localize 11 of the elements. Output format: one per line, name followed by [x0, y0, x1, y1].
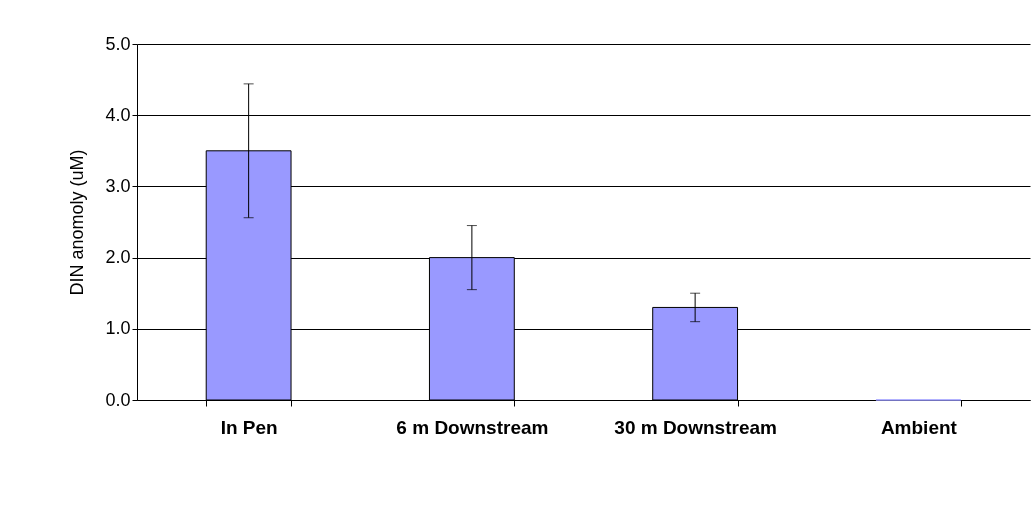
- y-axis-title: DIN anomoly (uM): [67, 149, 88, 296]
- y-tick-label: 4.0: [105, 104, 131, 125]
- y-tick-label: 1.0: [105, 318, 131, 339]
- y-tick-label: 0.0: [105, 389, 131, 410]
- y-tick-label: 2.0: [105, 247, 131, 268]
- y-tick-label: 5.0: [105, 33, 131, 54]
- y-tick-label: 3.0: [105, 175, 131, 196]
- x-tick-label: In Pen: [220, 416, 278, 438]
- x-tick-label: Ambient: [880, 416, 958, 438]
- x-tick-label: 30 m Downstream: [614, 416, 777, 438]
- x-tick-label: 6 m Downstream: [396, 416, 549, 438]
